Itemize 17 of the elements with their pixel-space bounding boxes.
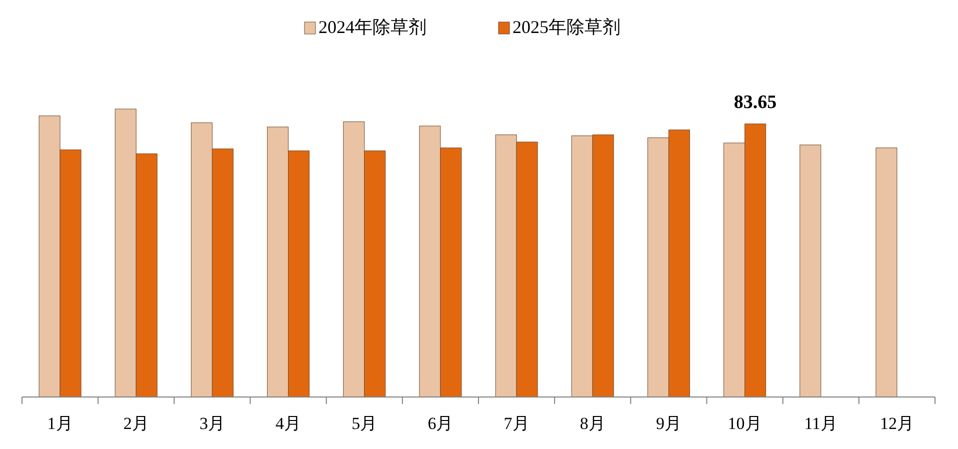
x-tick-label: 3月 — [199, 414, 225, 433]
legend-label: 2024年除草剂 — [318, 17, 426, 37]
x-tick-label: 9月 — [656, 414, 682, 433]
x-tick-label: 10月 — [728, 414, 762, 433]
x-tick-label: 8月 — [580, 414, 606, 433]
x-tick-label: 11月 — [804, 414, 838, 433]
x-tick-label: 7月 — [504, 414, 530, 433]
x-tick-label: 1月 — [47, 414, 73, 433]
x-tick-label: 6月 — [428, 414, 454, 433]
x-tick-label: 4月 — [276, 414, 302, 433]
bar — [800, 144, 822, 398]
legend-label: 2025年除草剂 — [512, 17, 620, 37]
x-tick-label: 5月 — [352, 414, 378, 433]
x-tick-label: 2月 — [123, 414, 149, 433]
bar — [876, 148, 898, 398]
x-tick-label: 12月 — [880, 414, 914, 433]
data-label: 83.65 — [734, 92, 777, 113]
